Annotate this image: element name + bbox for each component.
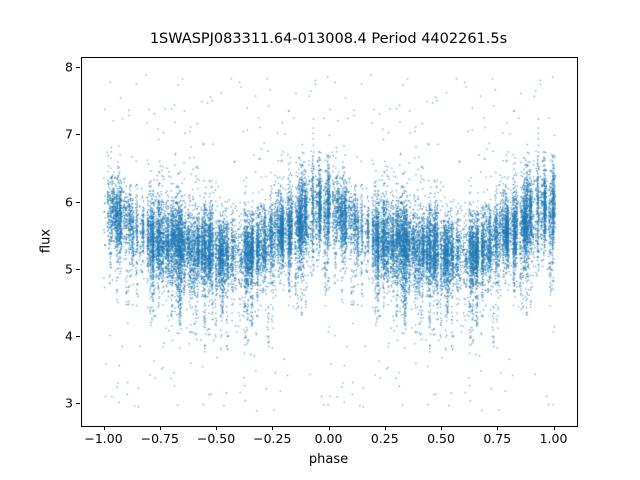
x-tick-label: 0.25 (370, 431, 399, 446)
x-axis-label: phase (308, 452, 349, 467)
x-tick-mark (328, 426, 330, 430)
x-tick-label: −0.50 (196, 431, 236, 446)
x-tick-label: −0.75 (140, 431, 179, 446)
y-tick-label: 3 (65, 395, 73, 411)
x-tick-label: 0.50 (427, 431, 455, 446)
x-tick-mark (497, 426, 499, 430)
x-tick-label: 1.00 (539, 431, 568, 446)
y-tick-mark (76, 336, 80, 338)
y-tick-mark (76, 67, 80, 69)
x-tick-mark (216, 426, 217, 430)
x-tick-label: 0.75 (483, 431, 512, 446)
plot-area (81, 57, 578, 427)
x-tick-label: 0.00 (314, 431, 343, 446)
x-tick-mark (441, 426, 442, 430)
x-tick-mark (553, 426, 555, 430)
chart-title: 1SWASPJ083311.64-013008.4 Period 4402261… (149, 31, 508, 47)
x-tick-mark (159, 426, 161, 430)
y-tick-mark (76, 201, 80, 203)
y-tick-label: 4 (65, 328, 73, 344)
scatter-points-canvas (82, 58, 577, 426)
y-tick-mark (76, 268, 80, 270)
y-tick-mark (76, 403, 80, 405)
y-tick-label: 6 (65, 194, 73, 210)
y-tick-label: 5 (65, 261, 73, 277)
y-tick-label: 7 (65, 126, 73, 142)
x-tick-mark (384, 426, 386, 430)
x-tick-mark (103, 426, 105, 430)
y-axis-label: flux (38, 228, 54, 254)
y-tick-mark (76, 134, 80, 136)
x-tick-label: −1.00 (84, 431, 123, 446)
y-tick-label: 8 (65, 59, 73, 75)
x-tick-label: −0.25 (253, 431, 292, 446)
x-tick-mark (272, 426, 274, 430)
